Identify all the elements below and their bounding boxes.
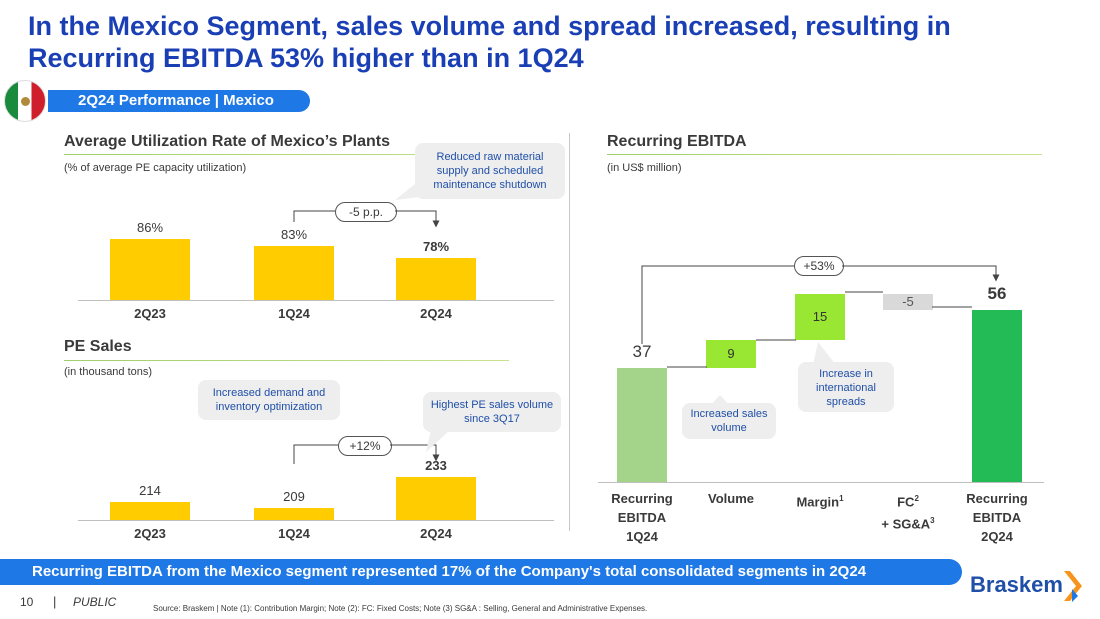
mexico-flag-icon [4,80,46,122]
pe-sales-callout-demand: Increased demand and inventory optimizat… [198,380,340,420]
ebitda-cat-start-line3: 1Q24 [626,529,658,544]
ebitda-bar-end [972,309,1022,482]
utilization-category-2q24: 2Q24 [420,306,452,321]
pe-sales-bar-2q23 [110,501,190,520]
ebitda-cat-start-line1: Recurring [611,491,673,506]
ebitda-cat-fc-note: 2 [914,494,919,503]
ebitda-cat-fc: FC2 + SG&A3 [868,489,948,534]
utilization-value-2q23: 86% [136,219,164,235]
ebitda-cat-volume: Volume [708,491,754,506]
ebitda-callout-margin-pointer [813,342,836,365]
utilization-category-1q24: 1Q24 [278,306,310,321]
pe-sales-bar-1q24 [254,508,334,520]
utilization-bar-2q23 [110,238,190,300]
pe-sales-underline [64,360,509,361]
pe-sales-subtitle: (in thousand tons) [64,366,153,378]
utilization-callout: Reduced raw material supply and schedule… [415,143,565,199]
ebitda-bar-margin [795,294,845,341]
page-number: 10 [20,595,34,609]
ebitda-cat-start: Recurring EBITDA 1Q24 [602,489,682,546]
pe-sales-value-1q24: 209 [283,489,305,505]
utilization-callout-pointer [395,180,428,200]
footer-separator: | [53,594,57,609]
ebitda-cat-fc-line2: + SG&A [881,516,931,532]
braskem-logo: Braskem [970,572,1063,597]
ebitda-cat-end-line3: 2Q24 [981,529,1013,544]
page-title: In the Mexico Segment, sales volume and … [28,11,951,73]
utilization-bar-2q24 [396,257,476,300]
ebitda-value-margin: 15 [812,309,828,325]
ebitda-underline [607,154,1042,155]
ebitda-value-start: 37 [632,342,652,362]
ebitda-cat-margin: Margin1 [785,489,855,511]
utilization-baseline [78,300,554,301]
ebitda-baseline [598,482,1044,483]
ebitda-cat-sga-note: 3 [930,516,935,526]
ebitda-title: Recurring EBITDA [607,133,747,150]
classification-label: PUBLIC [73,595,117,609]
pe-sales-baseline [78,520,554,521]
ebitda-subtitle: (in US$ million) [607,162,682,174]
ebitda-value-end: 56 [987,283,1007,303]
utilization-title: Average Utilization Rate of Mexico’s Pla… [64,133,391,150]
section-banner: 2Q24 Performance | Mexico [48,90,310,112]
ebitda-value-fc-sga: -5 [902,293,914,309]
ebitda-value-volume: 9 [727,346,735,362]
utilization-category-2q23: 2Q23 [134,306,166,321]
pe-sales-value-2q23: 214 [139,482,161,498]
ebitda-callout-volume-pointer [710,395,730,406]
vertical-divider [569,133,570,531]
utilization-bar-1q24 [254,245,334,300]
braskem-logo-icon [1064,571,1082,602]
bottom-banner: Recurring EBITDA from the Mexico segment… [0,559,962,585]
utilization-change-connector [293,210,436,224]
source-note: Source: Braskem | Note (1): Contribution… [153,604,648,613]
utilization-subtitle: (% of average PE capacity utilization) [64,162,247,174]
pe-sales-change-pill: +12% [338,436,392,456]
utilization-value-2q24: 78% [422,238,450,254]
pe-sales-title: PE Sales [64,338,132,355]
ebitda-cat-end-line1: Recurring [966,491,1028,506]
ebitda-cat-margin-note: 1 [839,494,844,503]
ebitda-bar-start [617,368,667,482]
utilization-value-1q24: 83% [280,226,308,242]
ebitda-bar-fc-sga [883,294,933,310]
ebitda-cat-margin-label: Margin [796,494,840,510]
ebitda-cat-end: Recurring EBITDA 2Q24 [957,489,1037,546]
ebitda-cat-start-line2: EBITDA [617,510,667,525]
ebitda-callout-margin: Increase in international spreads [798,362,894,412]
pe-sales-category-2q23: 2Q23 [134,526,166,541]
ebitda-callout-volume: Increased sales volume [682,403,776,439]
pe-sales-callout-highest: Highest PE sales volume since 3Q17 [423,392,561,432]
pe-sales-category-2q24: 2Q24 [420,526,452,541]
pe-sales-callout-pointer [426,425,450,452]
pe-sales-change-connector [293,444,436,464]
ebitda-cat-end-line2: EBITDA [972,510,1022,525]
ebitda-cat-fc-line1: FC [897,494,915,510]
ebitda-bar-volume [706,340,756,369]
pe-sales-category-1q24: 1Q24 [278,526,310,541]
pe-sales-bar-2q24 [396,477,476,520]
ebitda-change-connector [641,265,996,344]
utilization-underline [64,154,554,155]
utilization-change-pill: -5 p.p. [335,202,397,222]
pe-sales-value-2q24: 233 [425,458,447,474]
